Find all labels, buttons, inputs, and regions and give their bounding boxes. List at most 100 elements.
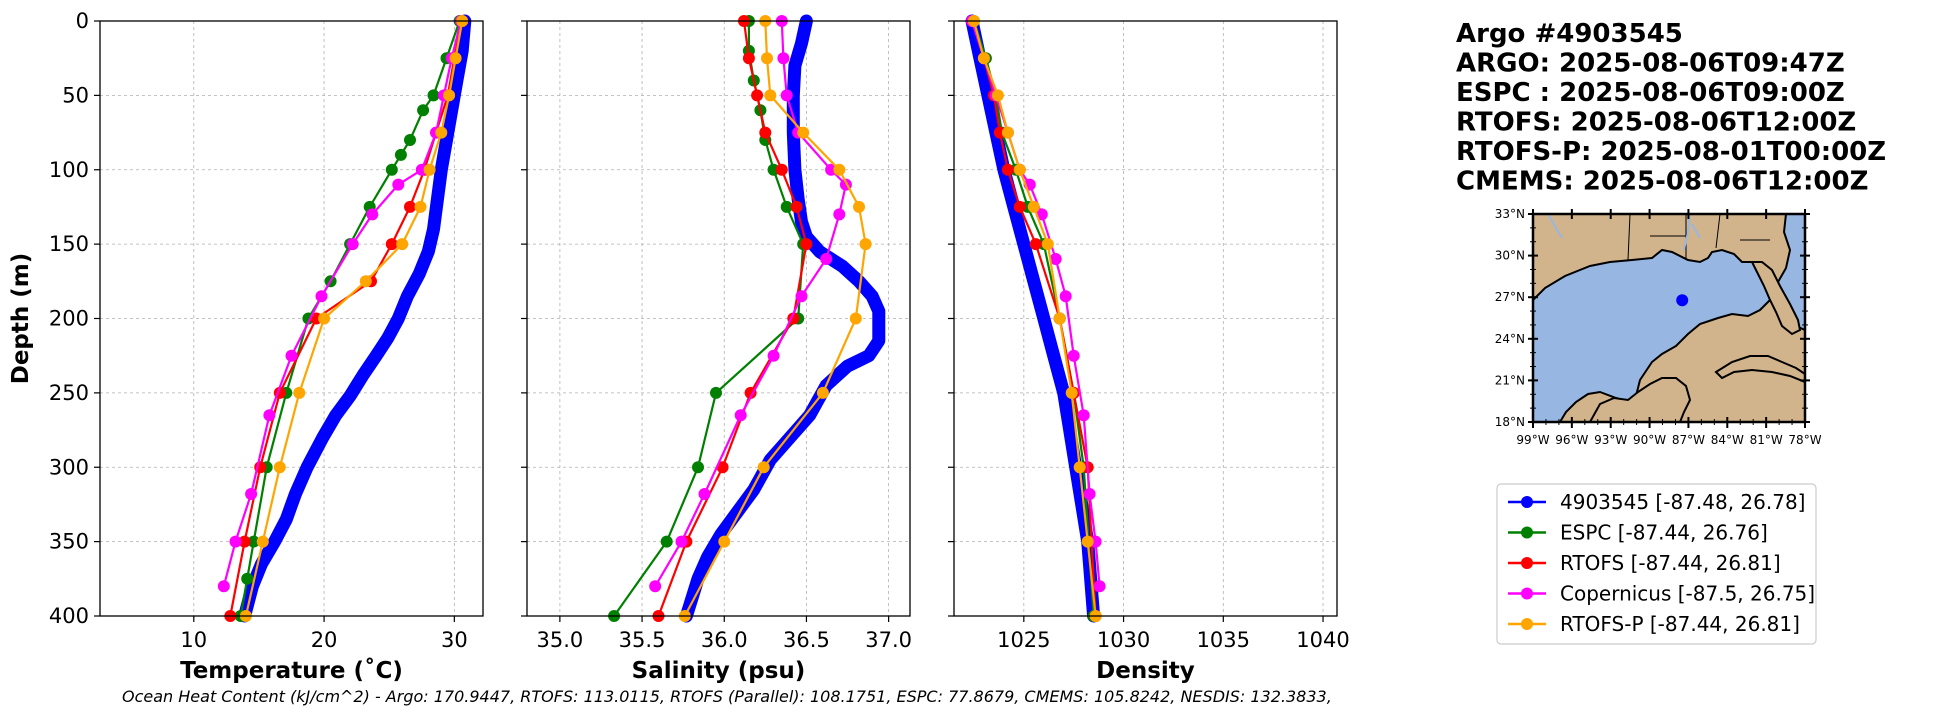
legend-label: Copernicus [-87.5, 26.75]: [1560, 582, 1815, 606]
title-line: RTOFS-P: 2025-08-01T00:00Z: [1456, 137, 1886, 167]
temperature-point-rtofs-p: [396, 238, 409, 251]
temperature-x-tick-label: 20: [311, 628, 338, 652]
legend: 4903545 [-87.48, 26.78] ESPC [-87.44, 26.…: [1496, 483, 1817, 645]
density-series-line-4903545: [965, 14, 1101, 623]
legend-marker-swatch: [1521, 526, 1533, 539]
title-line: Argo #4903545: [1456, 19, 1683, 49]
salinity-point-espc: [710, 386, 722, 399]
salinity-point-espc: [767, 163, 780, 176]
legend-box: [1496, 483, 1817, 645]
depth-tick-label: 250: [49, 381, 89, 405]
salinity-point-copernicus: [777, 52, 790, 65]
cuba-island: [1714, 355, 1805, 384]
temperature-x-tick-label: 30: [441, 628, 468, 652]
title-line: RTOFS: 2025-08-06T12:00Z: [1456, 108, 1856, 138]
temperature-series-line-espc: [239, 19, 461, 618]
map-lat-label: 24°N: [1495, 332, 1525, 346]
density-point-rtofs-p: [1001, 126, 1014, 139]
temperature-point-rtofs-p: [435, 126, 448, 139]
map-lon-label: 96°W: [1555, 433, 1588, 447]
temperature-x-ticks: 10 20 30: [180, 616, 468, 652]
location-map: 33°N 30°N 27°N 24°N 21°N 18°N 99°W 96°W 93°W 90°W…: [1495, 207, 1822, 447]
salinity-point-rtofs: [775, 163, 788, 176]
density-point-rtofs-p: [991, 89, 1004, 102]
density-series-line-rtofs-p: [972, 19, 1097, 618]
temperature-point-rtofs-p: [423, 163, 436, 176]
depth-tick-label: 350: [49, 530, 89, 554]
salinity-point-espc: [692, 461, 704, 474]
temperature-point-copernicus: [285, 349, 298, 362]
salinity-y-ticks: [521, 20, 527, 617]
salinity-x-ticks: 35.0 35.5 36.0 36.5 37.0: [536, 616, 912, 652]
density-y-ticks: [948, 20, 954, 617]
float-location-marker: [1676, 294, 1689, 307]
temperature-x-label: Temperature (˚C): [180, 657, 403, 684]
salinity-point-rtofs: [790, 200, 803, 213]
density-x-tick-label: 1040: [1296, 628, 1349, 652]
temperature-point-espc: [427, 89, 440, 102]
legend-entry-argo: 4903545 [-87.48, 26.78]: [1508, 490, 1805, 514]
salinity-series-line-rtofs-p: [683, 19, 867, 618]
salinity-x-label: Salinity (psu): [632, 658, 806, 684]
salinity-series-line-rtofs: [657, 19, 808, 618]
map-lat-label: 21°N: [1495, 373, 1525, 387]
density-point-rtofs-p: [1081, 535, 1094, 548]
depth-tick-label: 100: [49, 158, 89, 182]
salinity-point-rtofs-p: [849, 312, 862, 325]
map-lon-label: 81°W: [1750, 433, 1783, 447]
salinity-x-tick-label: 35.0: [536, 628, 583, 652]
temperature-series-line-4903545: [238, 14, 472, 623]
density-point-rtofs-p: [977, 52, 990, 65]
depth-tick-label: 0: [76, 9, 89, 33]
map-lat-label: 27°N: [1495, 290, 1525, 304]
legend-marker-swatch: [1521, 557, 1533, 569]
depth-y-label: Depth (m): [8, 253, 34, 385]
density-point-copernicus: [1049, 253, 1062, 265]
density-x-tick-label: 1025: [997, 628, 1050, 652]
temperature-panel: 10 20 30 0 50 100 150 200 250 300 350 400 Temperat…: [8, 9, 484, 684]
temperature-point-rtofs: [385, 238, 398, 251]
salinity-point-copernicus: [698, 488, 711, 500]
temperature-point-espc: [394, 148, 407, 161]
rivers: [1547, 214, 1701, 251]
map-frame: [1531, 212, 1807, 424]
salinity-point-rtofs-p: [718, 535, 731, 548]
density-point-rtofs-p: [1073, 461, 1086, 474]
density-point-copernicus: [1083, 488, 1096, 500]
density-point-copernicus: [1093, 580, 1106, 593]
density-point-rtofs-p: [1013, 163, 1026, 176]
temperature-point-copernicus: [229, 535, 242, 548]
density-point-rtofs-p: [1027, 200, 1040, 213]
temperature-point-rtofs-p: [414, 200, 427, 213]
legend-entry-rtofs: RTOFS [-87.44, 26.81]: [1508, 551, 1781, 575]
density-point-copernicus: [1077, 409, 1090, 422]
density-panel: 1025 1030 1035 1040 Density: [948, 14, 1350, 684]
legend-entry-espc: ESPC [-87.44, 26.76]: [1508, 521, 1768, 545]
temperature-point-copernicus: [245, 488, 258, 500]
temperature-point-copernicus: [366, 208, 379, 221]
temperature-point-espc: [417, 104, 430, 117]
map-lat-label: 18°N: [1495, 415, 1525, 429]
salinity-point-copernicus: [795, 290, 808, 303]
temperature-point-rtofs-p: [293, 386, 306, 399]
density-x-tick-label: 1030: [1097, 628, 1150, 652]
temperature-point-copernicus: [392, 178, 405, 191]
salinity-point-rtofs-p: [797, 126, 810, 139]
legend-entry-rtofs-p: RTOFS-P [-87.44, 26.81]: [1508, 612, 1800, 636]
map-lon-label: 84°W: [1711, 433, 1744, 447]
salinity-x-tick-label: 35.5: [619, 628, 666, 652]
temperature-point-rtofs-p: [443, 89, 456, 102]
map-lat-label: 33°N: [1495, 207, 1525, 221]
temperature-point-espc: [404, 134, 416, 146]
temperature-series: [217, 14, 472, 623]
density-point-rtofs-p: [1065, 386, 1078, 399]
salinity-series-line-copernicus: [654, 19, 848, 588]
legend-marker-swatch: [1521, 618, 1533, 630]
salinity-point-rtofs-p: [816, 386, 829, 399]
temperature-point-rtofs: [238, 535, 251, 548]
density-x-label: Density: [1096, 658, 1195, 684]
temperature-point-espc: [241, 572, 254, 585]
temperature-point-rtofs-p: [318, 312, 331, 325]
salinity-point-rtofs: [800, 238, 813, 251]
